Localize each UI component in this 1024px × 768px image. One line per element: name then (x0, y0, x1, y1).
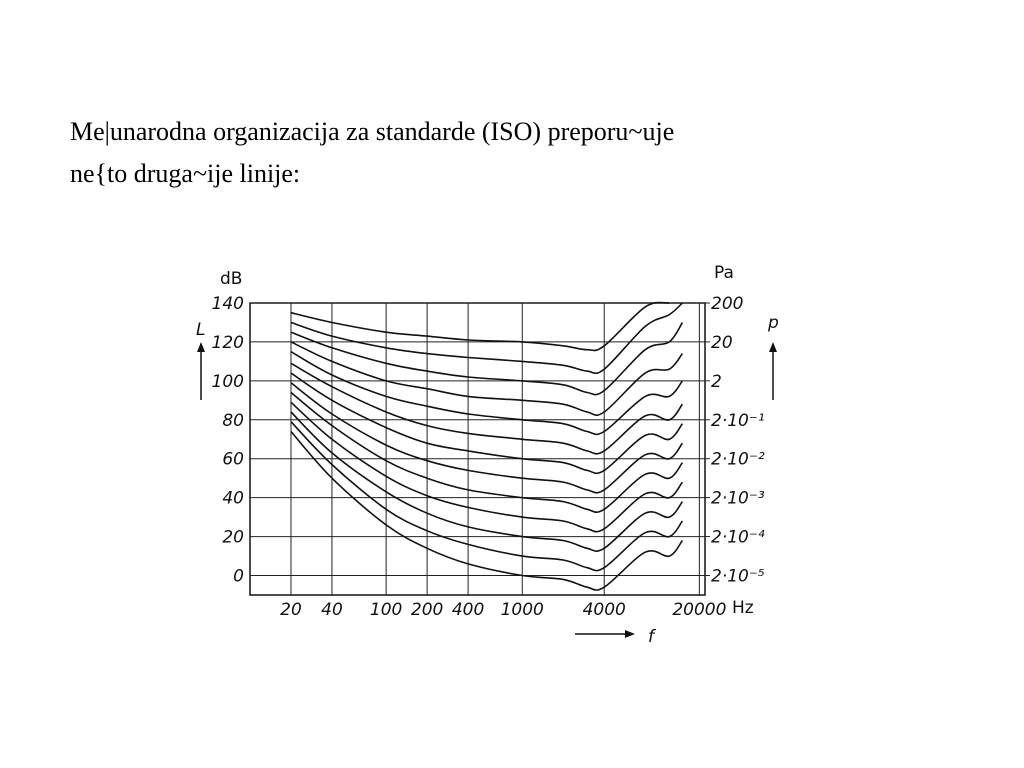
x-tick-label: 100 (370, 600, 402, 620)
curve (290, 351, 684, 436)
x-tick-label: 20000 (672, 600, 726, 620)
y2-tick-label: 2·10⁻⁵ (711, 566, 765, 586)
x-tick-label: 40 (321, 600, 343, 620)
y2-axis-symbol: p (767, 313, 779, 333)
x-axis-symbol: f (648, 627, 657, 647)
x-tick-label: 4000 (583, 600, 626, 620)
curve (290, 430, 684, 591)
y-axis-symbol: L (196, 320, 205, 340)
axis-arrow (625, 630, 635, 638)
y2-tick-label: 2·10⁻³ (711, 489, 765, 509)
y-tick-label: 80 (222, 411, 244, 431)
curve (290, 362, 684, 455)
curve (290, 302, 683, 375)
x-tick-label: 400 (452, 600, 484, 620)
y-tick-label: 40 (222, 489, 244, 509)
y2-tick-label: 2 (711, 372, 722, 392)
y2-tick-label: 20 (711, 333, 733, 353)
curve (290, 401, 684, 533)
curve (290, 301, 670, 352)
y2-axis-label: Pa (714, 263, 734, 283)
y-tick-label: 140 (212, 294, 244, 314)
slide-text: ne{to druga~ije linije: (70, 159, 300, 188)
y-axis-label: dB (220, 269, 242, 289)
y2-tick-label: 2·10⁻¹ (711, 411, 765, 431)
x-tick-label: 200 (411, 600, 443, 620)
slide-text: Me|unarodna organizacija za standarde (I… (70, 117, 674, 146)
curve (290, 411, 684, 552)
x-tick-label: 20 (280, 600, 302, 620)
curve (290, 382, 684, 494)
y2-tick-label: 2·10⁻⁴ (711, 528, 765, 548)
curve (290, 391, 684, 514)
y2-tick-label: 2·10⁻² (711, 450, 765, 470)
axis-arrow (197, 342, 205, 352)
curve (290, 421, 684, 572)
y-tick-label: 120 (212, 333, 244, 353)
y-tick-label: 0 (233, 567, 244, 587)
axis-arrow (769, 342, 777, 352)
y-tick-label: 60 (222, 450, 244, 470)
curve (290, 341, 684, 416)
y-tick-label: 100 (212, 372, 244, 392)
x-tick-label: 1000 (501, 600, 544, 620)
y2-tick-label: 200 (711, 294, 743, 314)
y-tick-label: 20 (222, 528, 244, 548)
curve (290, 372, 684, 475)
x-axis-unit: Hz (732, 598, 754, 618)
curve (290, 322, 684, 396)
plot-frame (249, 302, 706, 596)
